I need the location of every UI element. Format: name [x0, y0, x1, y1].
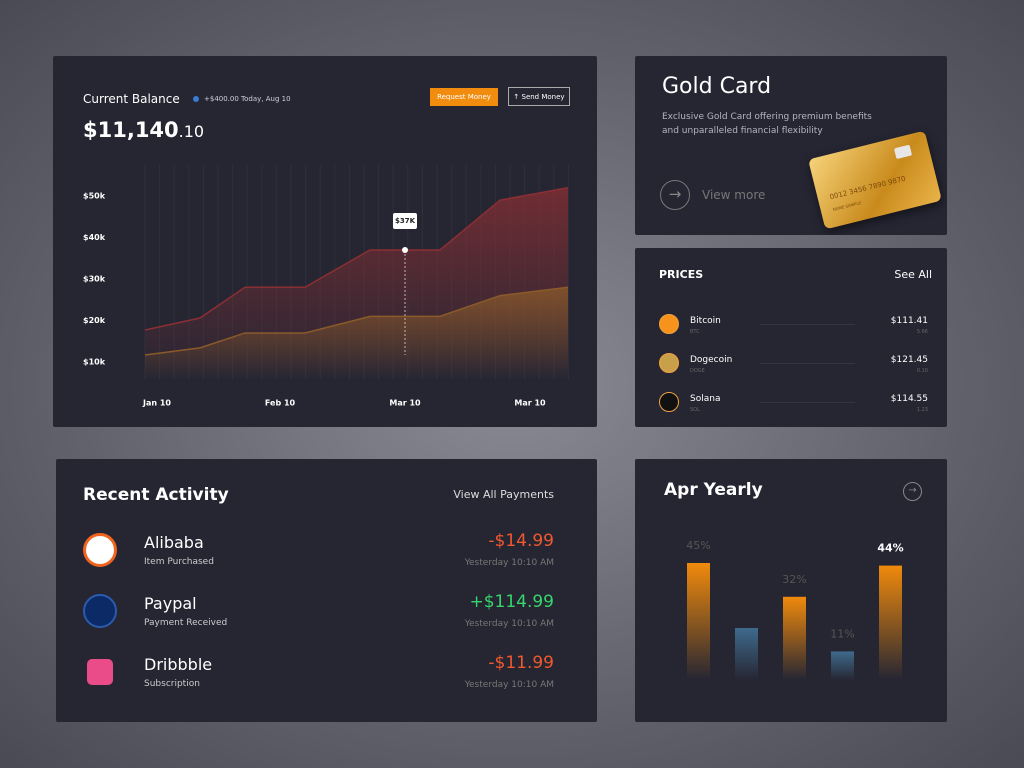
arrow-icon[interactable]: → — [660, 180, 690, 210]
coin-icon — [659, 392, 679, 412]
balance-card: Current Balance +$400.00 Today, Aug 10 $… — [53, 56, 597, 427]
prices-title: PRICES — [659, 268, 704, 281]
coin-price: $111.41 — [890, 316, 928, 326]
gold-card-title: Gold Card — [662, 74, 772, 99]
merchant-name: Alibaba — [144, 533, 204, 552]
merchant-note: Subscription — [144, 679, 200, 689]
coin-icon — [659, 353, 679, 373]
send-money-button[interactable]: ↑ Send Money — [508, 87, 570, 106]
yearly-title: Apr Yearly — [664, 480, 763, 500]
merchant-name: Paypal — [144, 594, 197, 613]
amount: +$114.99 — [469, 592, 554, 612]
request-money-button[interactable]: Request Money — [430, 88, 498, 106]
shield-icon — [193, 96, 199, 102]
amount: $11,140 — [83, 118, 179, 142]
see-all-link[interactable]: See All — [894, 268, 932, 281]
amount: -$11.99 — [488, 653, 554, 673]
coin-change: 1.23 — [916, 407, 928, 413]
coin-change: 0.10 — [916, 368, 928, 374]
balance-amount: $11,140.10 — [83, 118, 204, 142]
view-more-link[interactable]: View more — [702, 188, 766, 202]
coin-price: $121.45 — [890, 355, 928, 365]
card-holder: NAME SAMPLE — [832, 200, 862, 212]
time: Yesterday 10:10 AM — [464, 680, 554, 690]
coin-line — [760, 363, 855, 364]
amount: -$14.99 — [488, 531, 554, 551]
button-label: Request Money — [437, 93, 491, 101]
yearly-card: Apr Yearly → — [635, 459, 947, 722]
balance-change: +$400.00 Today, Aug 10 — [204, 95, 291, 103]
merchant-name: Dribbble — [144, 655, 213, 674]
gold-card-panel: Gold Card Exclusive Gold Card offering p… — [635, 56, 947, 235]
coin-name: Dogecoin — [690, 355, 733, 365]
credit-card-image: 0012 3456 7890 9870 NAME SAMPLE — [808, 130, 942, 230]
merchant-note: Item Purchased — [144, 557, 214, 567]
cents: .10 — [178, 122, 205, 141]
time: Yesterday 10:10 AM — [464, 619, 554, 629]
coin-symbol: DOGE — [690, 368, 705, 374]
view-all-payments-link[interactable]: View All Payments — [453, 488, 554, 501]
button-label: Send Money — [521, 92, 565, 101]
coin-change: 5.66 — [916, 329, 928, 335]
balance-title: Current Balance — [83, 92, 180, 106]
activity-title: Recent Activity — [83, 485, 229, 505]
activity-card: Recent Activity View All Payments Alibab… — [56, 459, 597, 722]
coin-name: Bitcoin — [690, 316, 721, 326]
merchant-icon — [87, 659, 113, 685]
merchant-icon — [83, 594, 117, 628]
prices-card: PRICES See All Bitcoin BTC $111.41 5.66 Doge… — [635, 248, 947, 427]
time: Yesterday 10:10 AM — [464, 558, 554, 568]
coin-icon — [659, 314, 679, 334]
gold-card-description: Exclusive Gold Card offering premium ben… — [662, 112, 872, 136]
merchant-icon — [83, 533, 117, 567]
card-number: 0012 3456 7890 9870 — [828, 174, 907, 202]
arrow-icon[interactable]: → — [903, 482, 922, 501]
coin-symbol: SOL — [690, 407, 700, 413]
coin-name: Solana — [690, 394, 721, 404]
merchant-note: Payment Received — [144, 618, 228, 628]
coin-line — [760, 324, 855, 325]
chip — [893, 144, 913, 160]
coin-price: $114.55 — [890, 394, 928, 404]
coin-line — [760, 402, 855, 403]
coin-symbol: BTC — [690, 329, 700, 335]
